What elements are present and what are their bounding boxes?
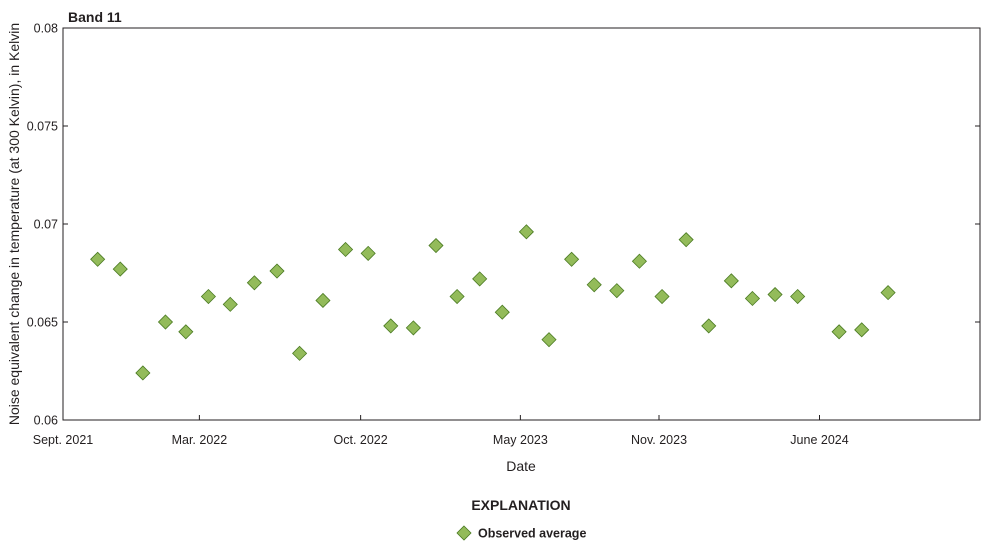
data-point <box>292 345 308 361</box>
data-point <box>767 286 783 303</box>
x-axis-title: Date <box>506 458 536 474</box>
data-point <box>222 296 238 312</box>
data-point <box>90 251 106 267</box>
data-point <box>831 324 847 340</box>
data-point <box>518 224 534 240</box>
data-point <box>541 332 557 348</box>
legend-entry-observed-average: Observed average <box>478 527 586 541</box>
data-point <box>269 263 285 279</box>
data-point <box>701 318 717 334</box>
data-point <box>405 320 421 336</box>
data-point <box>586 277 602 293</box>
data-point <box>723 273 739 289</box>
data-point <box>157 314 174 330</box>
data-point <box>112 261 128 277</box>
legend-title: EXPLANATION <box>471 497 570 513</box>
y-tick-label: 0.08 <box>34 22 58 36</box>
x-tick-label: Sept. 2021 <box>33 433 94 447</box>
data-point <box>880 285 896 301</box>
data-point <box>360 245 376 261</box>
data-point <box>564 251 580 267</box>
legend: EXPLANATION Observed average <box>456 497 586 541</box>
x-tick-label: Nov. 2023 <box>631 433 687 447</box>
y-tick-label: 0.07 <box>34 218 58 232</box>
y-tick-label: 0.06 <box>34 414 58 428</box>
plot-area: 0.06 0.065 0.07 0.075 0.08 Sept. 2021 Mar. 20… <box>27 22 981 447</box>
data-point <box>631 253 647 269</box>
x-tick-label: Mar. 2022 <box>172 433 228 447</box>
plot-frame <box>62 27 981 421</box>
data-point <box>246 275 262 291</box>
y-axis-title: Noise equivalent change in temperature (… <box>6 23 22 425</box>
data-point <box>678 232 694 248</box>
data-point <box>494 304 510 320</box>
data-point <box>854 322 870 338</box>
data-point <box>744 290 761 307</box>
x-tick-label: May 2023 <box>493 433 548 447</box>
data-point <box>200 288 216 305</box>
x-axis-ticks: Sept. 2021 Mar. 2022 Oct. 2022 May 2023 Nov.… <box>33 415 849 447</box>
data-point <box>315 292 331 309</box>
chart-title: Band 11 <box>68 9 122 25</box>
data-point <box>135 365 151 381</box>
x-tick-label: June 2024 <box>790 433 848 447</box>
data-point <box>449 288 465 305</box>
data-point <box>654 288 670 305</box>
x-tick-label: Oct. 2022 <box>334 433 388 447</box>
data-point <box>428 237 444 254</box>
data-point <box>472 271 488 287</box>
data-points <box>90 224 896 381</box>
legend-diamond-marker-icon <box>456 525 472 541</box>
data-point <box>609 283 625 299</box>
y-tick-label: 0.065 <box>27 316 58 330</box>
y-axis-ticks: 0.06 0.065 0.07 0.075 0.08 <box>27 22 980 428</box>
data-point <box>178 324 194 340</box>
data-point <box>383 318 399 334</box>
y-tick-label: 0.075 <box>27 120 58 134</box>
data-point <box>337 241 354 258</box>
data-point <box>790 288 806 305</box>
